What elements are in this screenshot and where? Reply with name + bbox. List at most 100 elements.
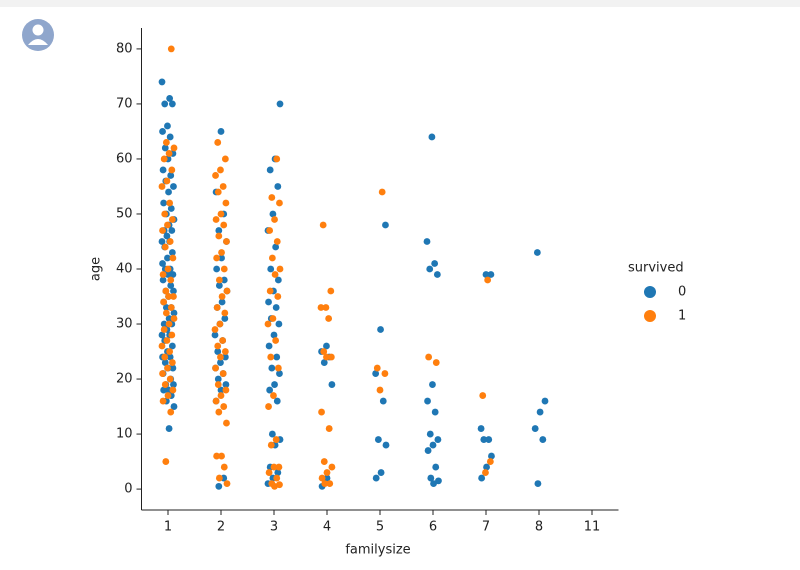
point	[265, 403, 272, 410]
point	[318, 408, 325, 416]
y-tick-label: 50	[116, 206, 133, 221]
x-tick-label: 1	[164, 520, 172, 535]
point	[272, 243, 280, 251]
point	[163, 177, 171, 185]
point	[272, 337, 280, 344]
point	[217, 353, 224, 361]
point	[223, 480, 231, 487]
x-tick-label: 5	[376, 520, 384, 535]
point	[425, 353, 433, 361]
x-tick-label: 4	[323, 520, 331, 535]
point	[276, 265, 284, 273]
avatar[interactable]	[22, 19, 54, 51]
point	[218, 293, 226, 300]
point	[165, 293, 172, 300]
x-tick-label: 7	[482, 520, 490, 535]
y-tick-label: 10	[116, 427, 133, 442]
point	[167, 205, 175, 212]
point	[170, 183, 177, 190]
top-bar	[0, 0, 800, 7]
point	[166, 238, 174, 245]
point	[168, 249, 176, 256]
point	[165, 150, 173, 157]
point	[273, 238, 281, 245]
point	[424, 447, 432, 454]
point	[223, 287, 231, 295]
point	[223, 419, 230, 427]
point	[276, 199, 283, 207]
legend-marker	[644, 310, 656, 322]
point	[266, 386, 274, 394]
legend-label: 1	[678, 309, 686, 324]
point	[376, 386, 384, 394]
point	[162, 458, 170, 465]
point	[213, 304, 221, 311]
point	[218, 249, 225, 256]
point	[217, 128, 225, 135]
y-tick-label: 70	[116, 96, 133, 111]
legend-title: survived	[628, 261, 684, 276]
point	[220, 463, 228, 471]
point	[269, 210, 277, 218]
point	[164, 265, 172, 273]
point	[264, 320, 272, 328]
point	[170, 315, 178, 322]
point	[265, 342, 273, 350]
point	[211, 326, 219, 333]
point	[276, 370, 283, 377]
x-tick-label: 8	[535, 520, 543, 535]
point	[273, 474, 281, 482]
point	[325, 315, 333, 322]
point	[429, 441, 437, 449]
point	[267, 353, 275, 361]
point	[276, 100, 284, 108]
point	[159, 166, 167, 174]
point	[216, 320, 224, 328]
point	[322, 304, 330, 311]
point	[275, 320, 283, 328]
point	[164, 271, 172, 278]
point	[168, 216, 176, 223]
point	[165, 320, 173, 328]
point	[158, 183, 166, 190]
point	[163, 337, 171, 344]
point	[536, 408, 544, 416]
point	[323, 353, 330, 361]
point	[168, 100, 176, 108]
point	[429, 381, 436, 388]
point	[483, 463, 490, 471]
point	[169, 271, 177, 278]
point	[161, 353, 169, 361]
point	[484, 276, 492, 284]
point	[382, 441, 390, 449]
point	[267, 441, 275, 449]
point	[271, 216, 278, 223]
point	[166, 199, 174, 207]
point	[319, 221, 327, 229]
point	[327, 353, 335, 361]
point	[161, 100, 169, 108]
point	[167, 408, 175, 416]
point	[478, 474, 486, 482]
point	[215, 408, 223, 416]
point	[168, 166, 176, 174]
point	[220, 265, 228, 273]
point	[427, 474, 435, 482]
point	[221, 309, 229, 317]
point	[169, 386, 177, 394]
point	[434, 436, 442, 443]
point	[167, 276, 175, 284]
point	[161, 381, 169, 388]
point	[372, 474, 380, 482]
point	[485, 436, 493, 443]
point	[214, 348, 222, 355]
point	[219, 337, 227, 344]
point	[426, 265, 434, 273]
point	[218, 254, 225, 262]
legend-label: 0	[678, 285, 686, 300]
x-axis-label: familysize	[345, 543, 410, 558]
point	[220, 276, 228, 284]
point	[482, 469, 489, 476]
point	[169, 364, 177, 372]
